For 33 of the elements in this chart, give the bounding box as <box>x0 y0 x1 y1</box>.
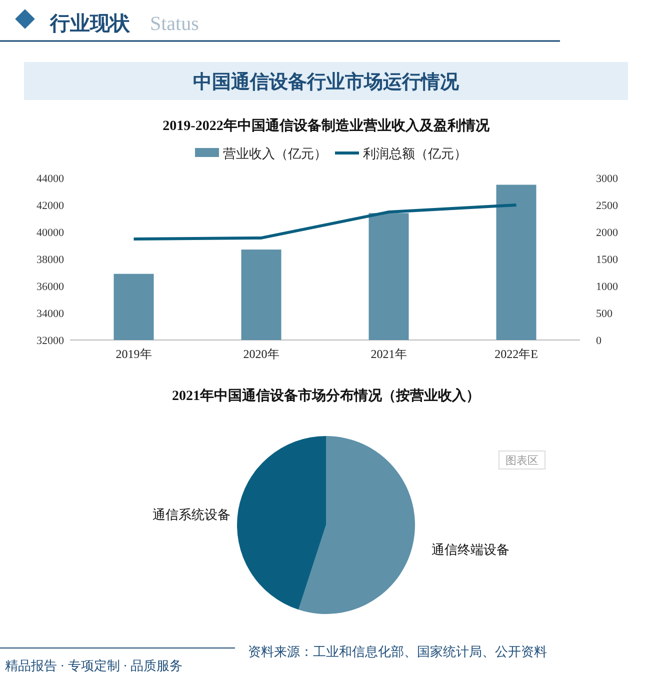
y2-tick-label: 1000 <box>596 281 618 293</box>
y2-tick-label: 0 <box>596 335 602 347</box>
y2-tick-label: 2500 <box>596 200 618 212</box>
y-tick-label: 36000 <box>36 281 64 293</box>
y2-tick-label: 500 <box>596 308 613 320</box>
text: Status <box>150 13 200 35</box>
y-tick-label: 42000 <box>36 200 64 212</box>
text: 中国通信设备行业市场运行情况 <box>193 71 460 93</box>
text: 图表区 <box>506 454 538 467</box>
x-tick-label: 2019年 <box>116 347 152 361</box>
y-tick-label: 34000 <box>36 308 64 320</box>
y-tick-label: 32000 <box>36 335 64 347</box>
text: 资料来源：工业和信息化部、国家统计局、公开资料 <box>248 644 547 659</box>
slice-label: 通信终端设备 <box>432 542 510 558</box>
slice-label: 通信系统设备 <box>152 506 230 522</box>
x-tick-label: 2021年 <box>370 347 407 361</box>
pie-slice <box>298 436 415 614</box>
y-tick-label: 40000 <box>36 227 64 239</box>
line-series <box>132 204 518 241</box>
legend-label: 营业收入（亿元） <box>223 146 327 161</box>
y2-tick-label: 1500 <box>596 254 618 266</box>
x-tick-label: 2022年E <box>494 347 538 361</box>
chart-title: 2021年中国通信设备市场分布情况（按营业收入） <box>172 387 480 404</box>
pie-slice <box>237 436 326 610</box>
legend-label: 利润总额（亿元） <box>363 146 467 161</box>
y2-tick-label: 2000 <box>596 227 618 239</box>
y2-tick-label: 3000 <box>596 173 618 185</box>
y-tick-label: 38000 <box>36 254 64 266</box>
y-tick-label: 44000 <box>36 173 64 185</box>
text: 行业现状 <box>49 13 131 35</box>
x-tick-label: 2020年 <box>243 347 280 361</box>
chart-title: 2019-2022年中国通信设备制造业营业收入及盈利情况 <box>162 117 490 134</box>
text: 精品报告 · 专项定制 · 品质服务 <box>5 658 183 673</box>
